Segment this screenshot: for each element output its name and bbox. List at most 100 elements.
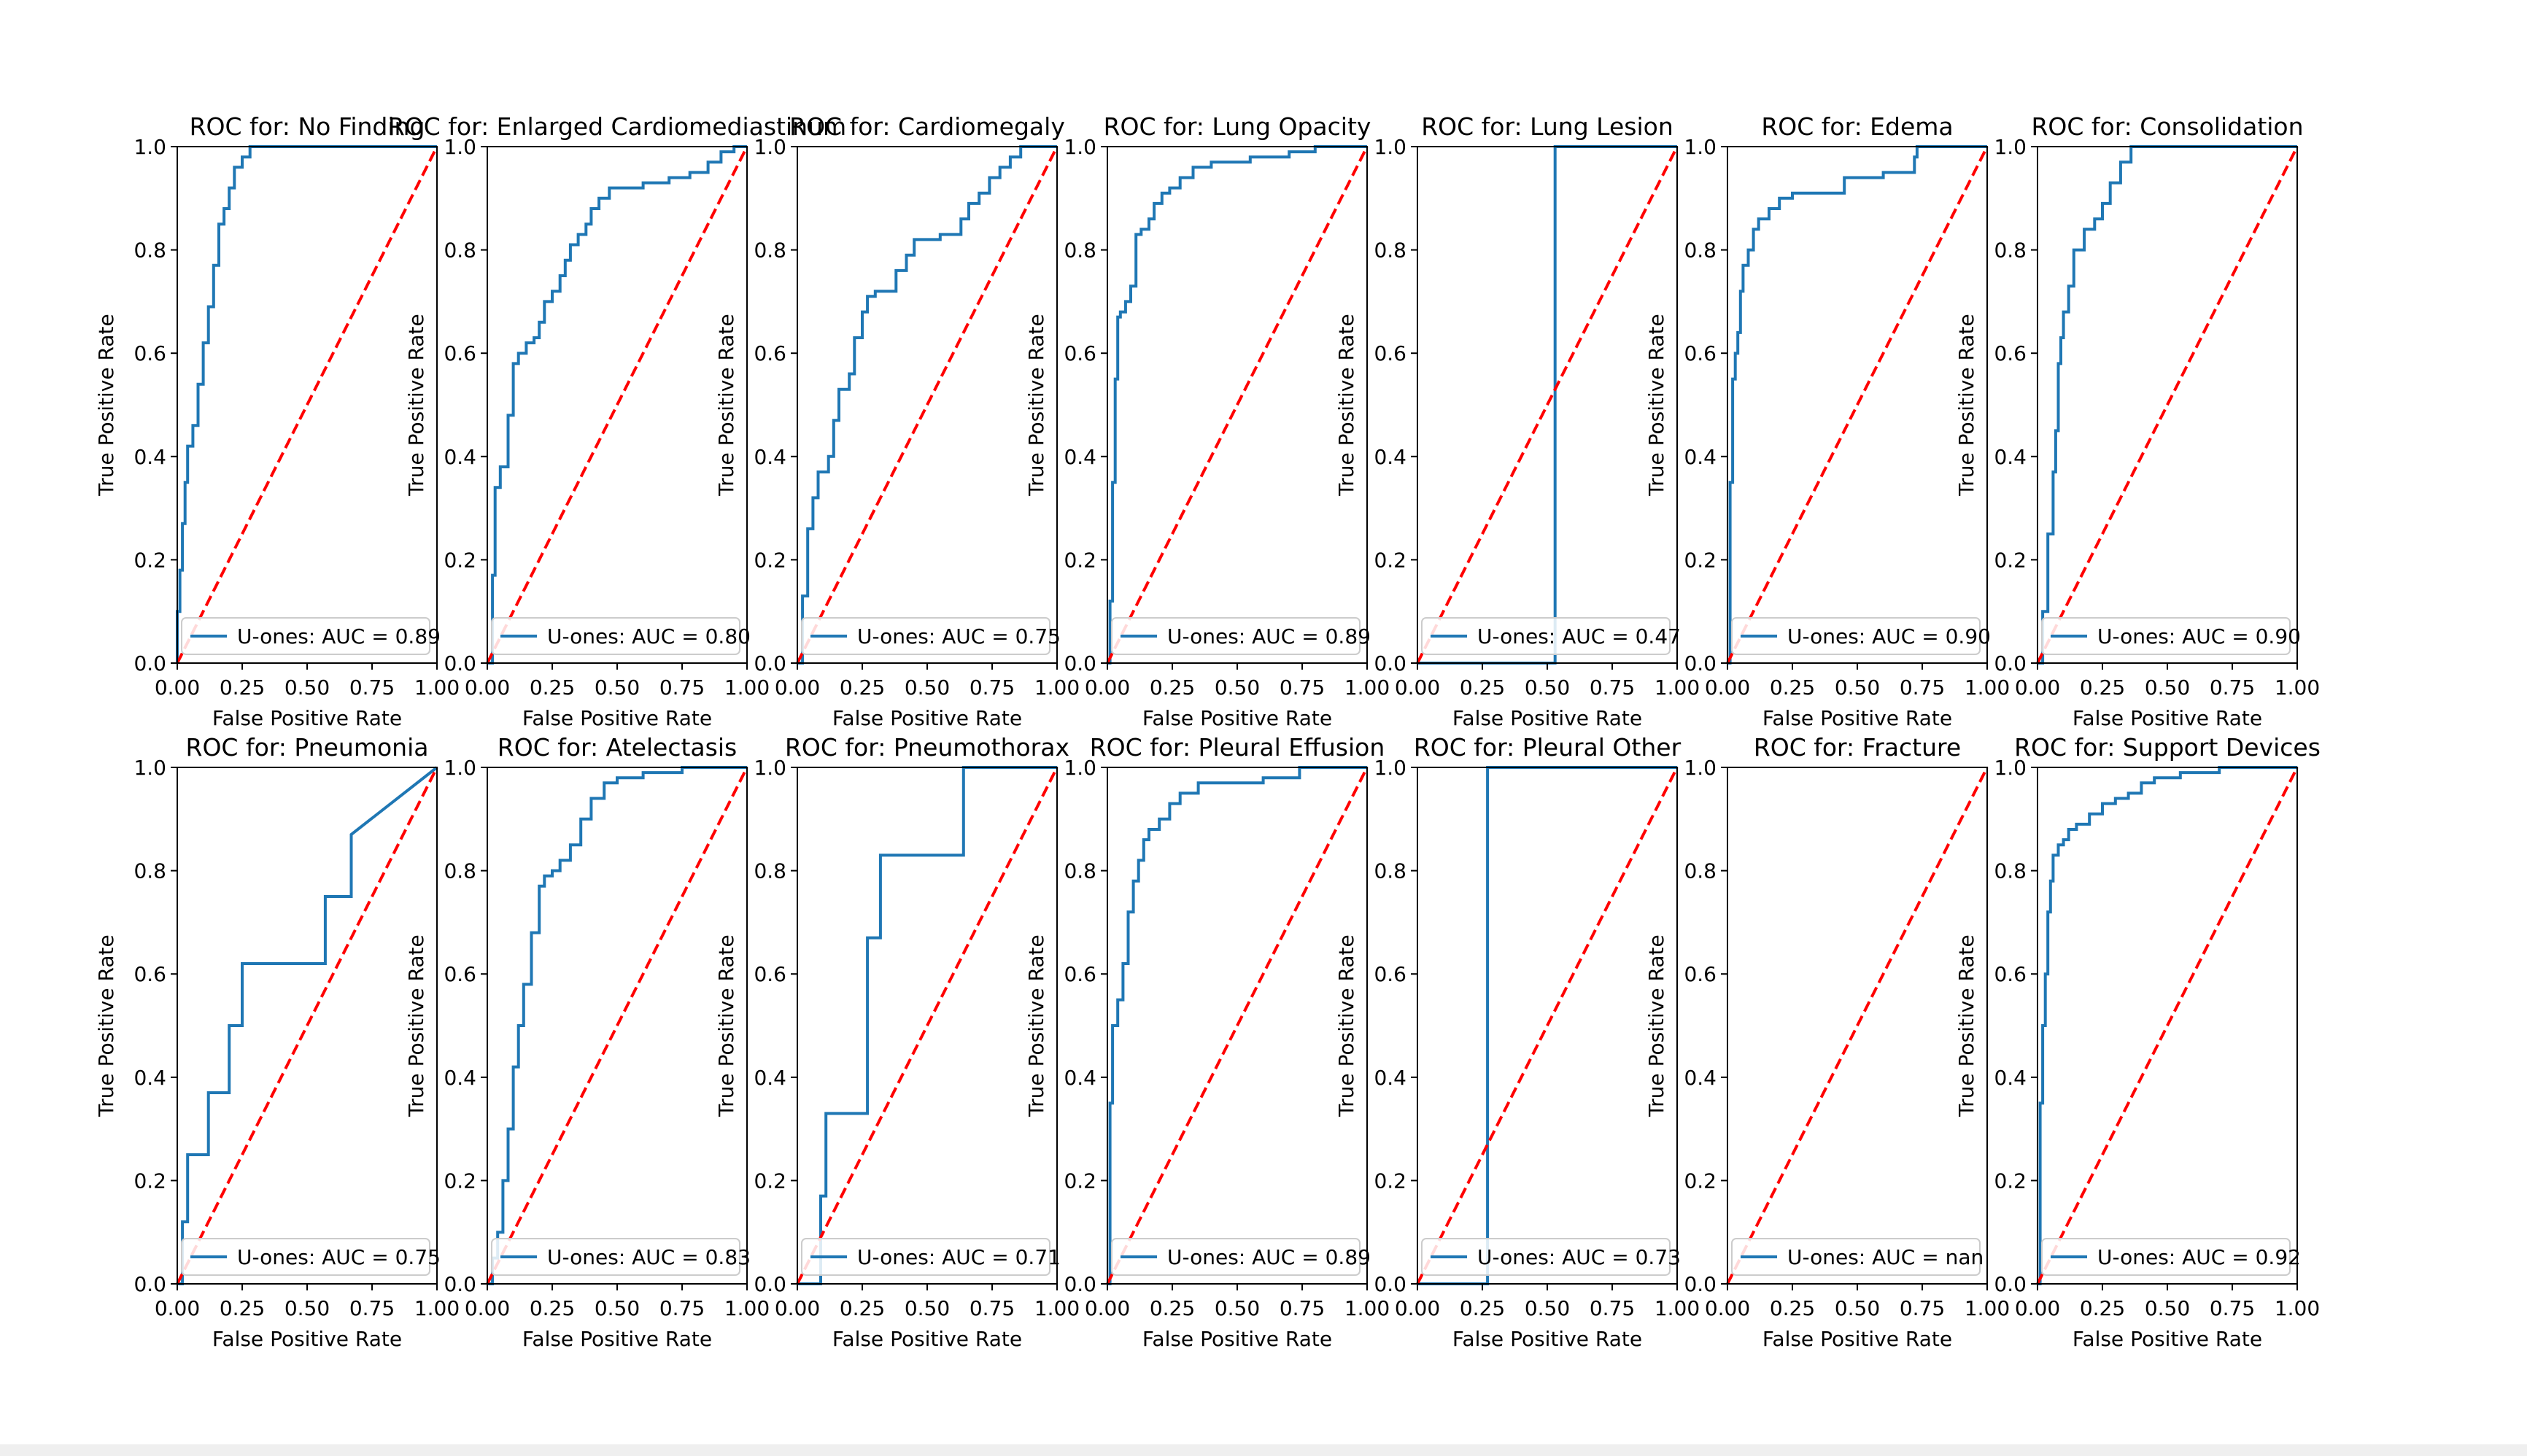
x-tick-label: 0.00 <box>2015 1296 2060 1320</box>
y-tick-label: 0.6 <box>133 341 166 365</box>
y-tick-label: 0.8 <box>1684 239 1717 263</box>
x-tick-label: 0.75 <box>1590 675 1635 700</box>
x-tick-label: 1.00 <box>1344 1296 1390 1320</box>
x-tick-label: 0.50 <box>1835 675 1880 700</box>
legend-box <box>181 1238 430 1276</box>
y-tick-label: 0.6 <box>754 962 786 986</box>
y-tick-label: 0.6 <box>1684 341 1717 365</box>
x-tick-label: 0.00 <box>465 1296 510 1320</box>
y-tick-label: 0.4 <box>444 445 476 469</box>
x-tick-label: 0.00 <box>1085 675 1130 700</box>
y-tick-label: 0.2 <box>1684 1169 1717 1193</box>
x-tick-label: 0.75 <box>2210 1296 2255 1320</box>
x-tick-label: 0.75 <box>1900 675 1945 700</box>
x-tick-label: 0.75 <box>1280 675 1325 700</box>
roc-subplot: ROC for: Pleural Effusion 0.00 0.25 0.50 0.7… <box>1024 733 1390 1351</box>
legend-box <box>491 1238 740 1276</box>
diagonal-reference-line <box>2036 767 2299 1285</box>
legend-box <box>1731 1238 1981 1276</box>
y-axis-label: True Positive Rate <box>1954 314 1978 496</box>
x-tick-label: 1.00 <box>1655 675 1700 700</box>
y-tick-label: 0.0 <box>133 651 166 675</box>
x-tick-label: 0.50 <box>1525 675 1570 700</box>
x-tick-label: 0.75 <box>1590 1296 1635 1320</box>
y-tick-label: 0.6 <box>1374 341 1406 365</box>
x-tick-label: 0.00 <box>1085 1296 1130 1320</box>
x-tick-label: 1.00 <box>414 1296 460 1320</box>
y-tick-label: 0.0 <box>1994 1272 2027 1296</box>
legend-box <box>1731 617 1981 655</box>
legend-label: U-ones: AUC = 0.83 <box>547 1245 751 1269</box>
x-tick-label: 0.00 <box>155 1296 200 1320</box>
roc-subplot: ROC for: Pneumothorax 0.00 0.25 0.50 0.75 1.0… <box>714 733 1080 1351</box>
x-tick-label: 0.75 <box>349 675 395 700</box>
y-tick-label: 0.0 <box>1374 1272 1406 1296</box>
y-tick-label: 0.0 <box>133 1272 166 1296</box>
x-tick-label: 0.00 <box>1395 675 1440 700</box>
y-tick-label: 0.0 <box>444 1272 476 1296</box>
y-tick-label: 0.8 <box>1994 859 2027 883</box>
x-tick-label: 0.50 <box>2145 1296 2190 1320</box>
x-tick-label: 0.25 <box>1460 1296 1505 1320</box>
subplot-title: ROC for: Pneumothorax <box>785 733 1069 762</box>
subplot-title: ROC for: Atelectasis <box>498 733 737 762</box>
y-tick-label: 0.6 <box>1064 962 1096 986</box>
x-tick-label: 0.50 <box>1525 1296 1570 1320</box>
y-tick-label: 0.2 <box>1684 548 1717 572</box>
x-tick-label: 0.75 <box>1900 1296 1945 1320</box>
y-tick-label: 1.0 <box>133 756 166 780</box>
y-tick-label: 0.4 <box>1064 445 1096 469</box>
y-tick-label: 0.0 <box>754 1272 786 1296</box>
x-tick-label: 1.00 <box>2275 675 2320 700</box>
x-tick-label: 0.25 <box>1460 675 1505 700</box>
subplot-title: ROC for: Pneumonia <box>186 733 429 762</box>
x-tick-label: 0.00 <box>465 675 510 700</box>
y-axis-label: True Positive Rate <box>404 934 428 1117</box>
y-axis-label: True Positive Rate <box>1954 934 1978 1117</box>
x-tick-label: 0.50 <box>595 675 640 700</box>
legend-label: U-ones: AUC = 0.89 <box>237 624 441 648</box>
diagonal-reference-line <box>176 146 438 664</box>
y-tick-label: 0.8 <box>754 239 786 263</box>
legend-label: U-ones: AUC = 0.80 <box>547 624 751 648</box>
y-tick-label: 1.0 <box>1994 135 2027 159</box>
y-tick-label: 1.0 <box>1994 756 2027 780</box>
y-tick-label: 0.8 <box>1994 239 2027 263</box>
legend-label: U-ones: AUC = 0.75 <box>857 624 1061 648</box>
y-tick-label: 0.4 <box>133 1066 166 1090</box>
y-tick-label: 1.0 <box>754 756 786 780</box>
x-tick-label: 1.00 <box>1965 675 2010 700</box>
y-tick-label: 0.0 <box>444 651 476 675</box>
x-axis-label: False Positive Rate <box>2073 706 2262 730</box>
legend-box <box>1111 617 1361 655</box>
y-tick-label: 1.0 <box>1064 135 1096 159</box>
subplot-title: ROC for: Fracture <box>1754 733 1961 762</box>
legend-box <box>801 617 1050 655</box>
roc-subplot: ROC for: Support Devices 0.00 0.25 0.50 0.75… <box>1954 733 2321 1351</box>
roc-curve <box>487 766 747 1285</box>
y-tick-label: 1.0 <box>1064 756 1096 780</box>
legend-label: U-ones: AUC = 0.47 <box>1477 624 1681 648</box>
x-tick-label: 0.25 <box>1770 675 1815 700</box>
diagonal-reference-line <box>1416 767 1679 1285</box>
diagonal-reference-line <box>1726 146 1989 664</box>
legend-box <box>1421 617 1671 655</box>
y-tick-label: 0.8 <box>444 239 476 263</box>
legend-label: U-ones: AUC = 0.75 <box>237 1245 441 1269</box>
subplot-title: ROC for: Lung Opacity <box>1104 112 1371 141</box>
y-axis-label: True Positive Rate <box>1644 314 1668 496</box>
x-tick-label: 0.00 <box>1395 1296 1440 1320</box>
y-tick-label: 1.0 <box>1374 756 1406 780</box>
x-tick-label: 0.50 <box>595 1296 640 1320</box>
subplot-title: ROC for: No Finding <box>190 112 425 141</box>
y-tick-label: 0.6 <box>754 341 786 365</box>
y-tick-label: 0.0 <box>754 651 786 675</box>
x-tick-label: 1.00 <box>1965 1296 2010 1320</box>
y-tick-label: 0.4 <box>133 445 166 469</box>
y-tick-label: 0.0 <box>1064 651 1096 675</box>
x-tick-label: 0.00 <box>1705 1296 1750 1320</box>
legend-box <box>2041 617 2291 655</box>
x-tick-label: 0.25 <box>530 675 575 700</box>
